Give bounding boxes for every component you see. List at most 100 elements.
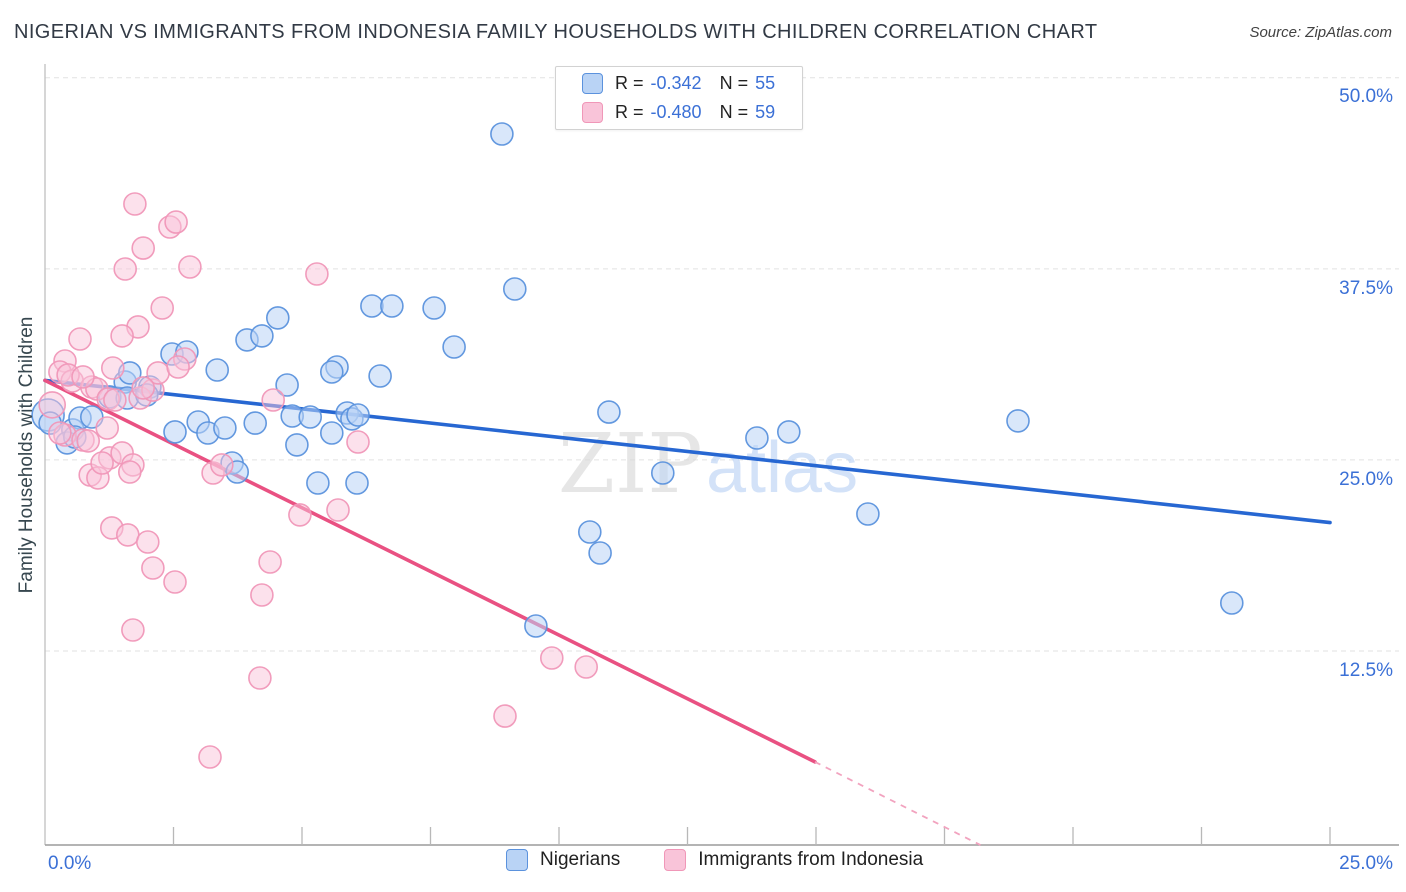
scatter-point-indonesia[interactable] [493, 704, 517, 728]
r-value: -0.342 [650, 73, 702, 93]
nigerians-label: Nigerians [540, 849, 621, 870]
scatter-point-indonesia[interactable] [141, 556, 165, 580]
scatter-point-nigerians[interactable] [502, 277, 527, 301]
scatter-point-nigerians[interactable] [345, 471, 369, 495]
scatter-point-indonesia[interactable] [131, 236, 155, 260]
indonesia-swatch [664, 849, 687, 871]
scatter-point-indonesia[interactable] [103, 388, 127, 412]
scatter-point-nigerians[interactable] [205, 358, 229, 382]
scatter-point-indonesia[interactable] [326, 498, 350, 522]
scatter-point-indonesia[interactable] [288, 503, 312, 527]
scatter-point-indonesia[interactable] [90, 451, 114, 475]
series-legend: Nigerians Immigrants from Indonesia [506, 849, 967, 871]
trend-lines [43, 378, 1332, 846]
scatter-point-indonesia[interactable] [164, 210, 188, 234]
scatter-point-nigerians[interactable] [250, 324, 274, 348]
scatter-point-nigerians[interactable] [1220, 591, 1244, 615]
scatter-point-nigerians[interactable] [856, 502, 880, 526]
scatter-point-indonesia[interactable] [210, 453, 234, 477]
scatter-point-indonesia[interactable] [68, 327, 92, 351]
scatter-point-indonesia[interactable] [71, 365, 95, 389]
scatter-point-nigerians[interactable] [422, 296, 446, 320]
scatter-point-indonesia[interactable] [163, 570, 187, 594]
scatter-point-nigerians[interactable] [650, 461, 675, 485]
scatter-point-indonesia[interactable] [574, 655, 599, 679]
scatter-point-indonesia[interactable] [118, 460, 142, 484]
scatter-point-nigerians[interactable] [360, 294, 384, 318]
indonesia-label: Immigrants from Indonesia [698, 849, 924, 870]
scatter-point-nigerians[interactable] [380, 294, 404, 318]
legend-row-nigerians: R = -0.342 N = 55 [582, 71, 802, 97]
gridlines [45, 77, 1399, 652]
n-value: 55 [755, 73, 776, 93]
scatter-point-indonesia[interactable] [305, 262, 329, 286]
scatter-point-indonesia[interactable] [250, 583, 274, 607]
legend-item-indonesia[interactable]: Immigrants from Indonesia [664, 849, 923, 871]
watermark-zip-text: ZIP [558, 417, 703, 512]
scatter-point-nigerians[interactable] [265, 306, 290, 330]
scatter-point-indonesia[interactable] [198, 745, 222, 769]
scatter-point-indonesia[interactable] [150, 296, 174, 320]
scatter-point-nigerians[interactable] [243, 411, 267, 435]
scatter-points [31, 122, 1244, 769]
scatter-point-nigerians[interactable] [163, 420, 187, 444]
scatter-point-indonesia[interactable] [76, 429, 100, 453]
scatter-point-indonesia[interactable] [110, 324, 134, 348]
scatter-point-nigerians[interactable] [275, 373, 299, 397]
scatter-point-indonesia[interactable] [38, 391, 67, 419]
n-value: 59 [755, 102, 776, 122]
scatter-point-nigerians[interactable] [597, 400, 621, 424]
scatter-point-indonesia[interactable] [121, 618, 145, 642]
scatter-point-nigerians[interactable] [776, 420, 801, 444]
scatter-point-nigerians[interactable] [577, 520, 602, 544]
scatter-point-indonesia[interactable] [48, 421, 72, 445]
scatter-point-indonesia[interactable] [113, 257, 137, 281]
scatter-point-indonesia[interactable] [346, 430, 370, 454]
y-axis-title: Family Households with Children [16, 316, 37, 594]
scatter-point-nigerians[interactable] [524, 614, 548, 638]
r-value: -0.480 [650, 102, 702, 122]
r-label: R = [615, 102, 644, 122]
scatter-point-nigerians[interactable] [298, 405, 323, 429]
scatter-point-indonesia[interactable] [539, 646, 564, 670]
scatter-point-indonesia[interactable] [166, 355, 190, 379]
scatter-point-indonesia[interactable] [248, 666, 272, 690]
scatter-point-nigerians[interactable] [588, 541, 612, 565]
scatter-point-nigerians[interactable] [319, 360, 344, 384]
scatter-point-nigerians[interactable] [368, 364, 392, 388]
scatter-point-nigerians[interactable] [442, 335, 466, 359]
pink-series-swatch [582, 102, 603, 123]
scatter-point-nigerians[interactable] [306, 471, 330, 495]
y-tick-label-37-5: 37.5% [1339, 278, 1393, 299]
scatter-point-indonesia[interactable] [101, 356, 125, 380]
blue-series-swatch [582, 73, 603, 94]
legend-item-nigerians[interactable]: Nigerians [506, 849, 620, 871]
scatter-point-nigerians[interactable] [213, 416, 237, 440]
y-tick-label-50: 50.0% [1339, 86, 1393, 107]
y-tick-label-25: 25.0% [1339, 469, 1393, 490]
x-axis-max-label: 25.0% [1339, 853, 1393, 874]
n-label: N = [719, 73, 749, 93]
scatter-point-nigerians[interactable] [346, 403, 370, 427]
scatter-point-nigerians[interactable] [745, 426, 769, 450]
scatter-point-indonesia[interactable] [178, 255, 202, 279]
scatter-point-nigerians[interactable] [319, 421, 344, 445]
scatter-point-indonesia[interactable] [258, 550, 282, 574]
x-axis-min-label: 0.0% [48, 853, 92, 874]
scatter-point-indonesia[interactable] [116, 523, 140, 547]
scatter-point-indonesia[interactable] [95, 416, 119, 440]
nigerians-swatch [506, 849, 528, 871]
scatter-point-indonesia[interactable] [136, 530, 160, 554]
scatter-point-indonesia[interactable] [131, 376, 155, 400]
scatter-point-indonesia[interactable] [123, 192, 147, 216]
legend-row-indonesia: R = -0.480 N = 59 [582, 100, 802, 126]
scatter-point-nigerians[interactable] [1006, 409, 1030, 433]
source-attribution: Source: ZipAtlas.com [1249, 24, 1392, 41]
r-label: R = [615, 73, 644, 93]
scatter-point-nigerians[interactable] [490, 122, 514, 146]
scatter-point-indonesia[interactable] [261, 388, 286, 412]
scatter-point-nigerians[interactable] [285, 433, 309, 457]
axes-and-ticks [44, 64, 1399, 846]
